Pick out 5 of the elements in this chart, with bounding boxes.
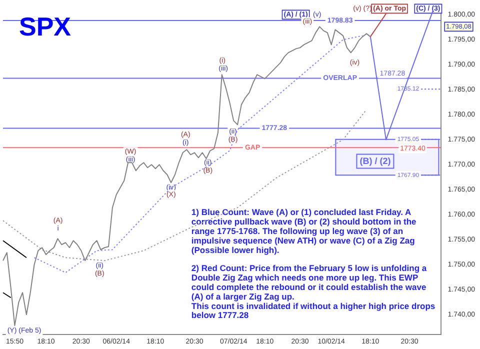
annotation: 2) Red Count: Price from the February 5 low is unfolding a Double Zig Zag which needs one more up leg. This EWP could complete the rebound or it could establish the wave (A) of a larger Zig Zag up. [191,263,427,302]
chart-title: SPX [19,11,72,42]
annotation: 1) Blue Count: Wave (A) or (1) concluded last Friday. A corrective pullback wave (B) or (2) should bottom in the range 1775-1768. The following up leg wave (3) of an impulsive sequence (New ATH) or wave (C) of a Zig Zag (Possible lower high). [191,207,417,255]
band-label: (B) / (2) [360,156,391,166]
annotation: This count is invalidated if without a higher high price drops below 1777.28 [191,300,436,320]
